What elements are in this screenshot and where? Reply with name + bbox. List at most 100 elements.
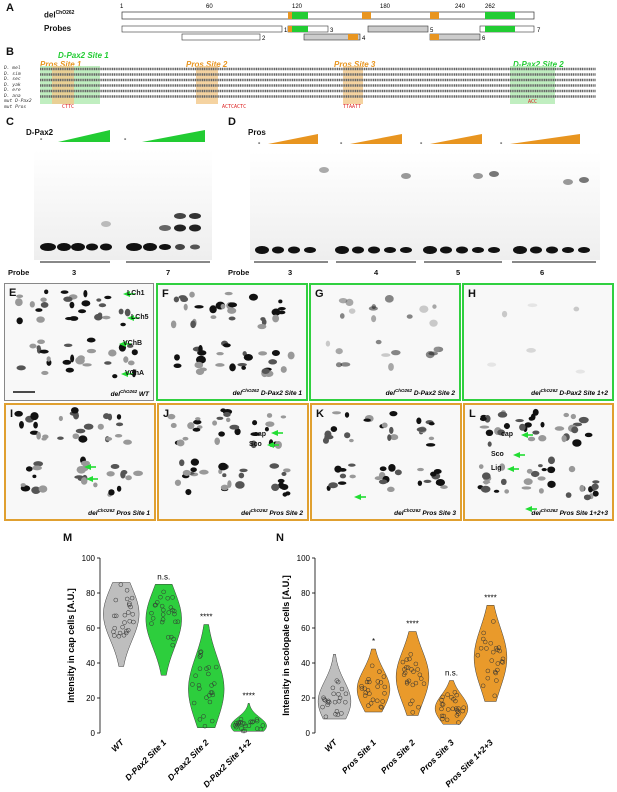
species-7: mut Pros bbox=[4, 104, 27, 110]
mut-seq-2: ACTCACTC bbox=[222, 104, 247, 110]
cell-blob bbox=[345, 298, 354, 307]
cell-blob bbox=[133, 470, 143, 477]
caption-i-tail: Pros Site 1 bbox=[116, 510, 150, 517]
significance-label: **** bbox=[484, 593, 496, 602]
data-point bbox=[127, 618, 132, 624]
cell-blob bbox=[378, 479, 388, 485]
arrow-label-sco-j: Sco bbox=[249, 441, 262, 448]
micrograph-e: E LCh1 LCh5 VChB VChA delChO262 WT bbox=[4, 283, 154, 401]
cell-blob bbox=[63, 296, 73, 302]
cell-blob bbox=[526, 348, 536, 353]
cell-blob bbox=[195, 417, 201, 421]
data-point bbox=[490, 649, 496, 655]
data-point bbox=[419, 676, 424, 681]
cell-blob bbox=[229, 424, 240, 430]
cell-blob bbox=[179, 459, 185, 467]
mut-seq-1: CTTC bbox=[62, 104, 75, 110]
micrograph-h-cells bbox=[487, 303, 585, 374]
cell-blob bbox=[482, 480, 491, 484]
cell-blob bbox=[575, 369, 585, 374]
panel-d-minus-2: - bbox=[340, 140, 343, 147]
data-point bbox=[445, 692, 450, 697]
cell-blob bbox=[532, 408, 539, 416]
cell-blob bbox=[272, 314, 280, 323]
cell-blob bbox=[228, 316, 236, 321]
cell-blob bbox=[218, 431, 225, 437]
cell-blob bbox=[515, 418, 524, 423]
data-point bbox=[330, 685, 336, 691]
panel-letter-h: H bbox=[468, 288, 476, 300]
probe-num-3: 3 bbox=[330, 28, 334, 34]
cell-blob bbox=[60, 290, 69, 294]
cell-blob bbox=[41, 370, 49, 376]
data-point bbox=[415, 667, 420, 672]
cell-blob bbox=[182, 469, 191, 476]
data-point bbox=[320, 704, 325, 710]
cell-blob bbox=[265, 421, 275, 427]
data-point bbox=[413, 661, 419, 667]
data-point bbox=[172, 608, 177, 614]
data-point bbox=[122, 620, 127, 625]
cell-blob bbox=[40, 301, 49, 308]
data-point bbox=[149, 610, 154, 616]
green-arrow-icon bbox=[127, 315, 134, 321]
cell-blob bbox=[332, 411, 342, 415]
cell-blob bbox=[388, 362, 394, 371]
cell-blob bbox=[78, 309, 87, 314]
cell-blob bbox=[116, 414, 122, 420]
panel-d-minus-3: - bbox=[420, 140, 423, 147]
cell-blob bbox=[430, 471, 437, 477]
cell-blob bbox=[271, 483, 280, 492]
caption-e-tail: WT bbox=[138, 391, 149, 398]
cell-blob bbox=[530, 470, 540, 478]
cell-blob bbox=[193, 419, 202, 425]
cell-blob bbox=[42, 434, 49, 440]
cell-blob bbox=[521, 486, 532, 490]
data-point bbox=[359, 683, 364, 689]
cell-blob bbox=[39, 349, 49, 354]
cell-blob bbox=[32, 465, 42, 471]
cell-blob bbox=[485, 429, 494, 437]
data-point bbox=[122, 612, 128, 618]
cell-blob bbox=[224, 291, 233, 296]
cell-blob bbox=[174, 479, 182, 486]
data-point bbox=[128, 604, 133, 610]
dpax2-gradient-2 bbox=[142, 130, 205, 142]
cell-blob bbox=[348, 463, 356, 467]
cell-blob bbox=[187, 422, 195, 430]
cell-blob bbox=[280, 415, 287, 419]
panel-d-minus-1: - bbox=[258, 140, 261, 147]
data-point bbox=[478, 645, 484, 651]
cell-blob bbox=[264, 427, 269, 432]
cell-blob bbox=[104, 361, 112, 365]
cell-blob bbox=[480, 485, 491, 493]
data-point bbox=[400, 659, 406, 665]
x-category-label: Pros Site 1 bbox=[340, 737, 378, 775]
cell-blob bbox=[15, 298, 23, 307]
cell-blob bbox=[435, 479, 445, 486]
cell-blob bbox=[261, 368, 270, 375]
construct-orange-2 bbox=[362, 12, 371, 19]
cell-blob bbox=[77, 355, 85, 361]
data-point bbox=[232, 723, 238, 728]
y-axis-label: Intensity in cap cells [A.U.] bbox=[66, 588, 76, 703]
data-point bbox=[124, 588, 130, 593]
chart-m: 0 20 40 60 80 100 Intensity in cap cells [A.U.… bbox=[66, 554, 267, 789]
panel-a-map: 1 60 120 180 240 262 1 3 5 7 2 4 6 bbox=[120, 4, 541, 42]
caption-i-main: del bbox=[88, 510, 98, 517]
data-point bbox=[409, 667, 414, 672]
caption-k-tail: Pros Site 3 bbox=[422, 510, 456, 517]
cell-blob bbox=[389, 410, 398, 417]
probe-num-4: 4 bbox=[362, 36, 366, 42]
data-point bbox=[382, 684, 388, 690]
cell-blob bbox=[83, 423, 94, 430]
data-point bbox=[375, 679, 381, 684]
cell-blob bbox=[394, 469, 402, 476]
data-point bbox=[121, 633, 127, 638]
data-point bbox=[410, 682, 416, 688]
data-point bbox=[117, 630, 123, 636]
cell-blob bbox=[106, 471, 115, 477]
green-arrow-icon bbox=[267, 442, 274, 448]
data-point bbox=[337, 695, 343, 701]
data-point bbox=[201, 714, 206, 719]
